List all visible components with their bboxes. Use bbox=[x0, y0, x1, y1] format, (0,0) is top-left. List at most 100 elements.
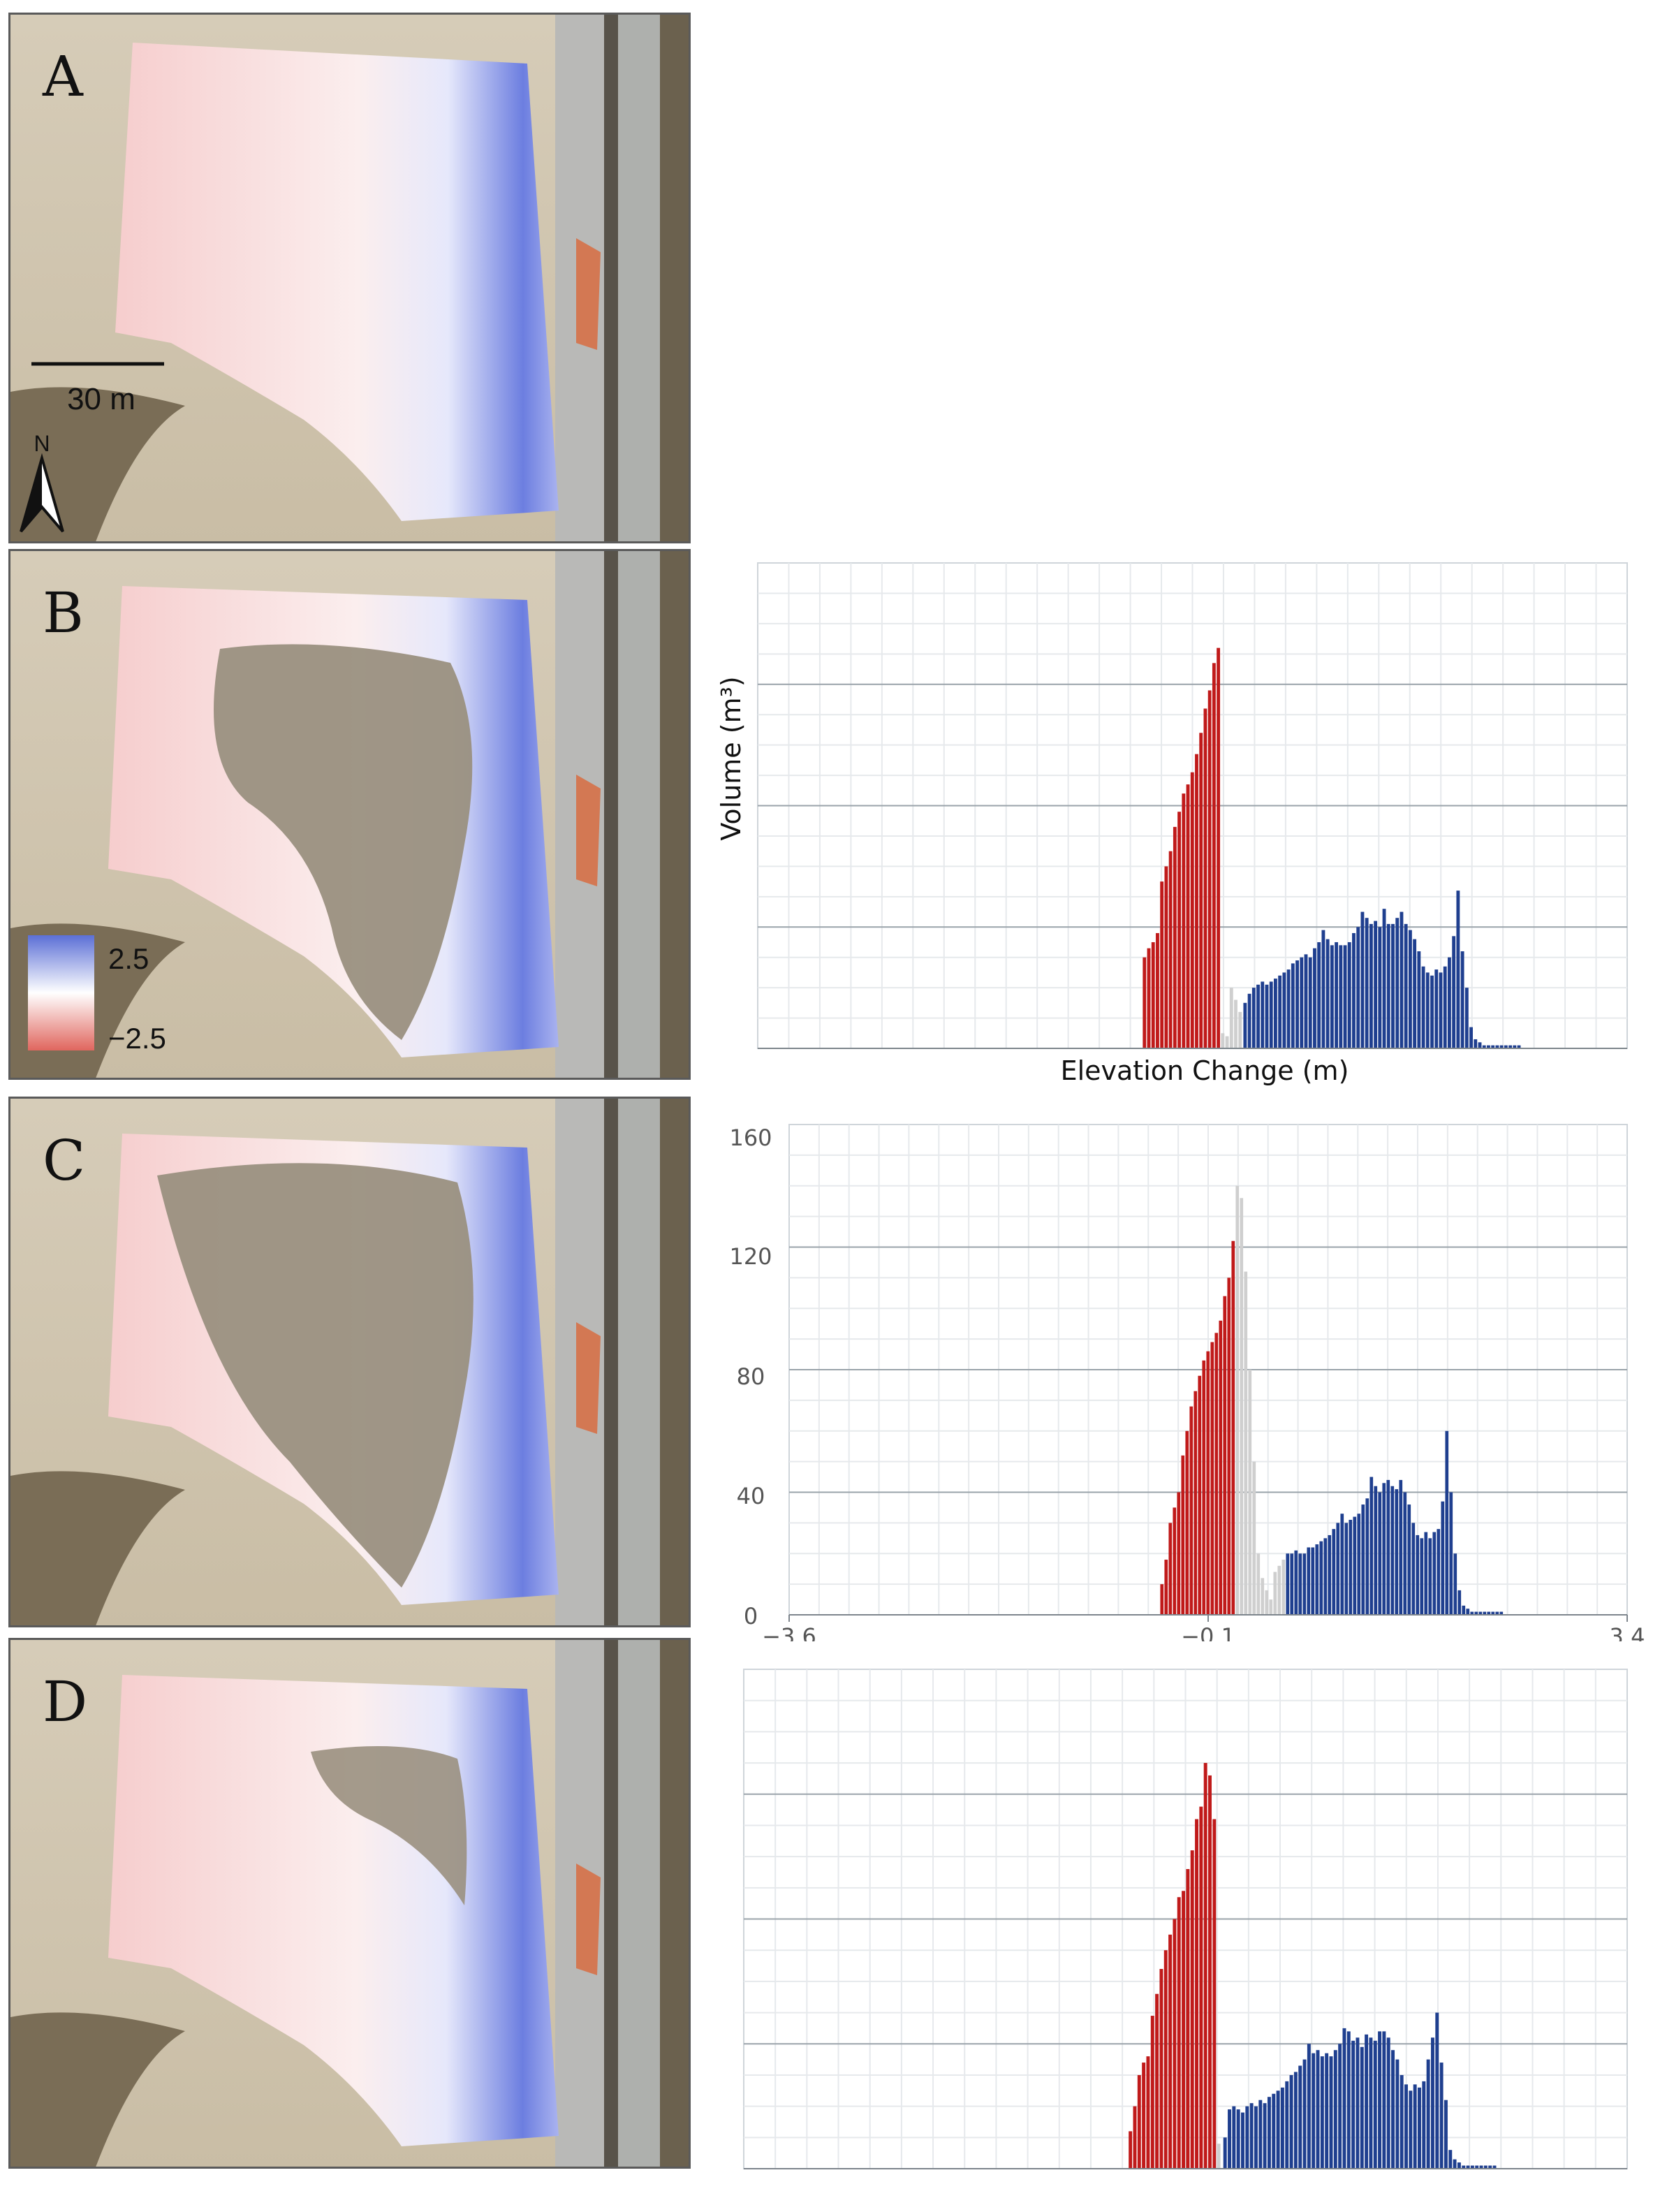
not-significant-bar bbox=[1240, 1198, 1244, 1615]
deposition-bar bbox=[1386, 1479, 1390, 1615]
deposition-bar bbox=[1456, 891, 1460, 1048]
deposition-bar bbox=[1395, 2059, 1400, 2169]
deposition-bar bbox=[1491, 1611, 1495, 1615]
colorbar-max-label: 2.5 bbox=[108, 942, 149, 975]
deposition-bar bbox=[1335, 942, 1339, 1048]
deposition-bar bbox=[1349, 1519, 1353, 1615]
deposition-bar bbox=[1344, 1523, 1349, 1615]
north-arrow-label: N bbox=[34, 431, 50, 456]
deposition-bar bbox=[1307, 2044, 1311, 2169]
deposition-bar bbox=[1504, 1045, 1508, 1048]
deposition-bar bbox=[1470, 1611, 1474, 1615]
erosion-bar bbox=[1231, 1240, 1235, 1615]
deposition-bar bbox=[1382, 1483, 1386, 1615]
deposition-bar bbox=[1325, 939, 1330, 1048]
deposition-bar bbox=[1378, 1492, 1382, 1615]
not-significant-bar bbox=[1238, 1011, 1242, 1048]
deposition-bar bbox=[1453, 2159, 1457, 2169]
deposition-bar bbox=[1479, 2165, 1483, 2169]
not-significant-bar bbox=[1217, 2144, 1221, 2169]
deposition-bar bbox=[1356, 2037, 1360, 2169]
erosion-bar bbox=[1181, 1455, 1185, 1615]
deposition-bar bbox=[1399, 1479, 1403, 1615]
deposition-bar bbox=[1273, 979, 1277, 1048]
deposition-bar bbox=[1483, 1611, 1487, 1615]
deposition-bar bbox=[1332, 1529, 1336, 1615]
colorbar-min-label: −2.5 bbox=[108, 1022, 166, 1055]
histogram-b-svg: Elevation Change (m) Volume (m³) bbox=[716, 562, 1628, 1086]
not-significant-bar bbox=[1225, 1036, 1229, 1048]
deposition-bar bbox=[1499, 1611, 1504, 1615]
deposition-bar bbox=[1302, 1553, 1307, 1615]
deposition-bar bbox=[1488, 2165, 1492, 2169]
deposition-bar bbox=[1267, 2097, 1271, 2169]
deposition-bar bbox=[1276, 2090, 1280, 2169]
map-c bbox=[10, 1099, 689, 1625]
histogram-d bbox=[698, 1662, 1660, 2193]
deposition-bar bbox=[1338, 2044, 1342, 2169]
deposition-bar bbox=[1517, 1045, 1521, 1048]
deposition-bar bbox=[1453, 1553, 1457, 1615]
erosion-bar bbox=[1168, 1934, 1173, 2169]
deposition-bar bbox=[1417, 951, 1421, 1048]
erosion-bar bbox=[1203, 1763, 1207, 2169]
deposition-bar bbox=[1302, 2059, 1307, 2169]
erosion-bar bbox=[1137, 2074, 1141, 2169]
panel-label-b: B bbox=[43, 580, 84, 645]
deposition-bar bbox=[1285, 2081, 1289, 2169]
erosion-bar bbox=[1212, 1819, 1217, 2169]
not-significant-bar bbox=[1261, 1578, 1265, 1615]
deposition-bar bbox=[1369, 923, 1373, 1048]
deposition-bar bbox=[1369, 1477, 1374, 1615]
deposition-bar bbox=[1241, 2112, 1244, 2169]
erosion-bar bbox=[1227, 1277, 1231, 1615]
panel-label-a: A bbox=[43, 44, 83, 109]
deposition-bar bbox=[1265, 984, 1269, 1048]
deposition-bar bbox=[1478, 1611, 1483, 1615]
deposition-bar bbox=[1444, 2100, 1448, 2169]
deposition-bar bbox=[1420, 1538, 1424, 1615]
deposition-bar bbox=[1513, 1045, 1517, 1048]
deposition-bar bbox=[1286, 969, 1291, 1048]
y-tick-label: 80 bbox=[737, 1363, 765, 1390]
deposition-bar bbox=[1439, 2063, 1444, 2169]
y-tick-label: 120 bbox=[729, 1243, 772, 1270]
deposition-bar bbox=[1508, 1045, 1513, 1048]
erosion-bar bbox=[1186, 1869, 1190, 2169]
erosion-bar bbox=[1163, 1950, 1168, 2169]
histogram-b: Elevation Change (m) Volume (m³) bbox=[698, 549, 1660, 1108]
not-significant-bar bbox=[1252, 1461, 1256, 1615]
deposition-bar bbox=[1365, 918, 1369, 1048]
deposition-bar bbox=[1269, 981, 1273, 1048]
deposition-bar bbox=[1343, 945, 1347, 1048]
deposition-bar bbox=[1491, 1045, 1495, 1048]
deposition-bar bbox=[1378, 2031, 1382, 2169]
y-axis-label: Volume (m³) bbox=[716, 676, 747, 840]
deposition-bar bbox=[1336, 1523, 1340, 1615]
deposition-bar bbox=[1428, 1538, 1432, 1615]
deposition-bar bbox=[1382, 909, 1386, 1048]
deposition-bar bbox=[1483, 2165, 1488, 2169]
scale-bar-label: 30 m bbox=[67, 382, 135, 416]
scale-and-north: 30 m N bbox=[20, 362, 164, 533]
deposition-bar bbox=[1475, 2165, 1479, 2169]
deposition-bar bbox=[1449, 1492, 1453, 1615]
erosion-bar bbox=[1160, 881, 1164, 1048]
deposition-bar bbox=[1403, 1492, 1407, 1615]
erosion-bar bbox=[1190, 1850, 1194, 2169]
erosion-bar bbox=[1182, 1891, 1186, 2169]
deposition-bar bbox=[1340, 1514, 1344, 1615]
map-panel-a: A 30 m N bbox=[8, 13, 691, 543]
deposition-bar bbox=[1295, 960, 1299, 1048]
deposition-bar bbox=[1333, 2050, 1337, 2169]
deposition-bar bbox=[1249, 2103, 1254, 2169]
deposition-bar bbox=[1374, 1486, 1378, 1615]
deposition-bar bbox=[1339, 945, 1343, 1048]
erosion-bar bbox=[1214, 1333, 1219, 1615]
erosion-bar bbox=[1195, 754, 1198, 1048]
erosion-bar bbox=[1207, 690, 1212, 1048]
deposition-bar bbox=[1360, 2046, 1364, 2169]
deposition-bar bbox=[1247, 993, 1251, 1048]
deposition-bar bbox=[1298, 1553, 1302, 1615]
deposition-bar bbox=[1495, 1045, 1499, 1048]
